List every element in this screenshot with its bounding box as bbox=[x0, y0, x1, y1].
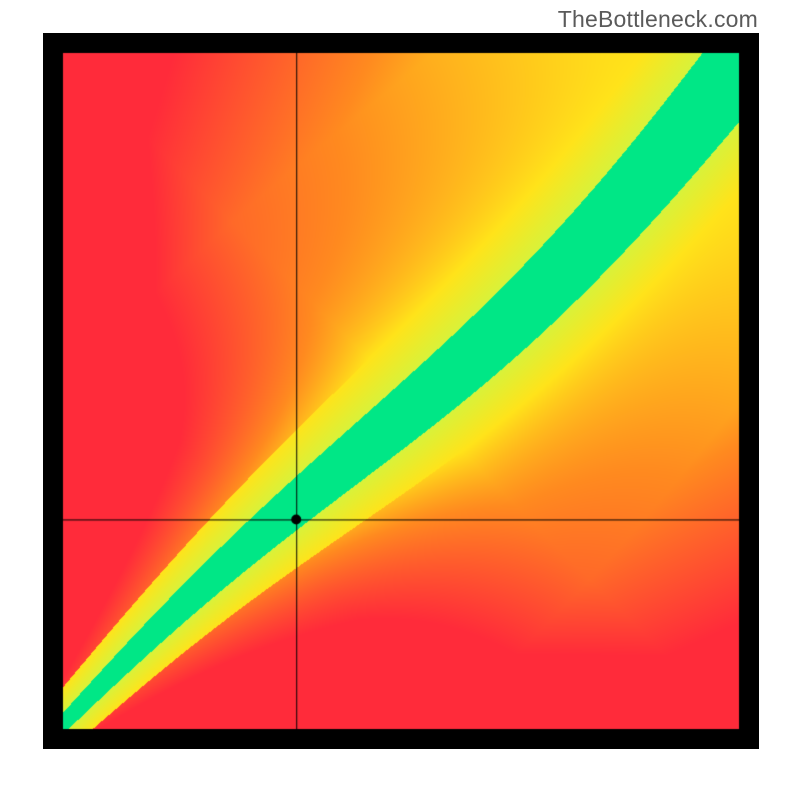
bottleneck-heatmap bbox=[43, 33, 759, 749]
watermark-text: TheBottleneck.com bbox=[558, 6, 758, 33]
